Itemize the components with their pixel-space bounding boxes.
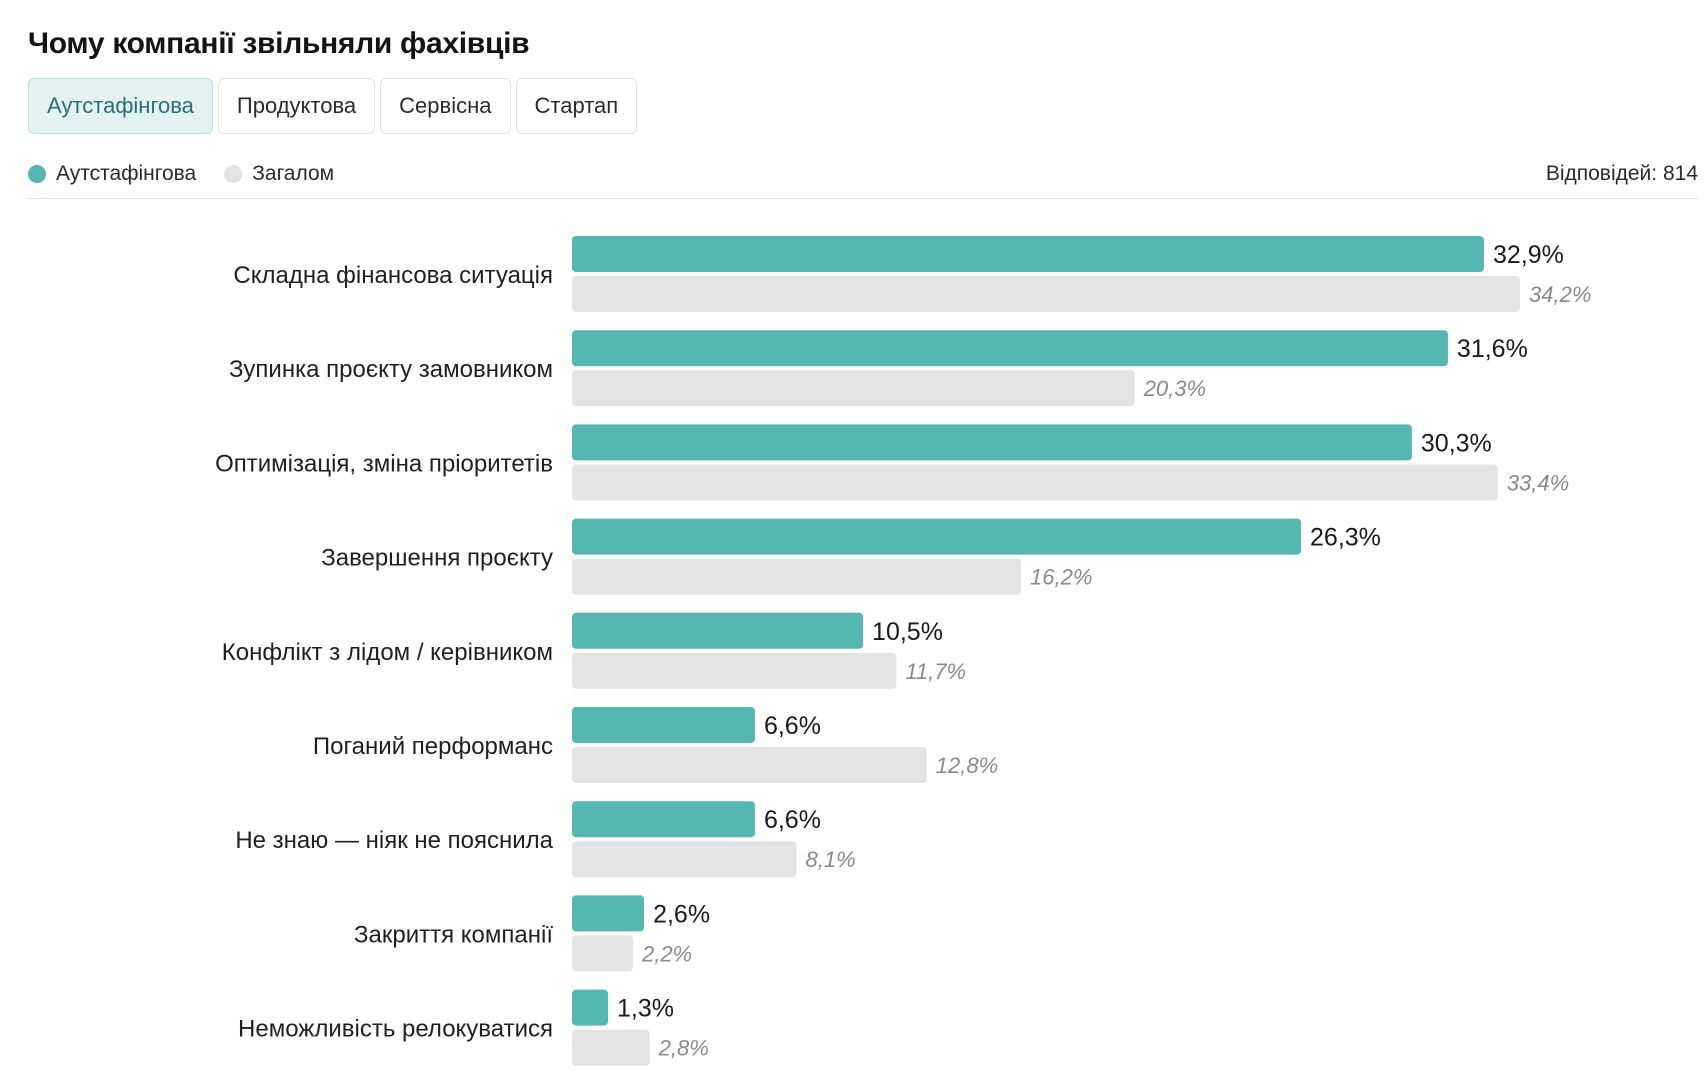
value-label-secondary: 2,8%: [658, 1036, 709, 1061]
bar-primary: [572, 707, 755, 743]
value-label-secondary: 11,7%: [905, 659, 966, 684]
value-label-primary: 2,6%: [653, 900, 710, 928]
category-label: Складна фінансова ситуація: [233, 262, 553, 289]
chart-legend: Аутстафінгова Загалом: [28, 160, 362, 188]
value-label-primary: 6,6%: [764, 712, 821, 740]
bar-secondary: [572, 935, 633, 972]
company-type-tabs: Аутстафінгова Продуктова Сервісна Старта…: [28, 78, 638, 134]
bar-secondary: [572, 464, 1498, 501]
legend-label-primary: Аутстафінгова: [56, 162, 197, 185]
bar-primary: [572, 518, 1302, 555]
category-label: Завершення проєкту: [321, 545, 553, 572]
value-label-primary: 6,6%: [764, 806, 821, 834]
bar-primary: [572, 330, 1448, 367]
value-label-primary: 26,3%: [1310, 524, 1381, 552]
bar-secondary: [572, 276, 1520, 312]
value-label-secondary: 8,1%: [806, 847, 856, 872]
bar-primary: [572, 236, 1484, 272]
value-label-secondary: 33,4%: [1507, 470, 1569, 495]
category-label: Неможливість релокуватися: [238, 1016, 553, 1043]
header-divider: [28, 198, 1698, 199]
bar-primary: [572, 424, 1412, 461]
bar-primary: [572, 801, 755, 838]
category-label: Оптимізація, зміна пріоритетів: [215, 450, 553, 477]
value-label-secondary: 20,3%: [1143, 376, 1206, 401]
value-label-primary: 1,3%: [617, 995, 674, 1023]
bar-secondary: [572, 370, 1135, 407]
bar-secondary: [572, 841, 797, 878]
responses-count: Відповідей: 814: [1545, 162, 1698, 185]
legend-dot-secondary: [224, 165, 243, 183]
legend-item-secondary: Загалом: [224, 162, 334, 186]
category-label: Зупинка проєкту замовником: [229, 356, 553, 383]
tab-service[interactable]: Сервісна: [380, 78, 511, 134]
bar-primary: [572, 989, 609, 1026]
legend-item-primary: Аутстафінгова: [28, 162, 196, 186]
value-label-secondary: 34,2%: [1529, 282, 1591, 307]
bar-secondary: [572, 747, 927, 783]
legend-label-secondary: Загалом: [252, 162, 335, 185]
chart-title: Чому компанії звільняли фахівців: [28, 27, 530, 60]
tab-outstaffing[interactable]: Аутстафінгова: [28, 78, 213, 134]
category-label: Конфлікт з лідом / керівником: [222, 639, 553, 666]
bar-primary: [572, 612, 864, 649]
tab-startup[interactable]: Стартап: [515, 78, 638, 134]
value-label-secondary: 12,8%: [936, 753, 998, 778]
bar-primary: [572, 895, 645, 932]
bar-secondary: [572, 558, 1022, 595]
category-label: Закриття компанії: [354, 921, 553, 948]
legend-dot-primary: [28, 165, 46, 183]
category-label: Поганий перформанс: [313, 733, 553, 760]
value-label-primary: 10,5%: [872, 618, 943, 646]
bar-secondary: [572, 1029, 650, 1066]
value-label-primary: 32,9%: [1493, 241, 1564, 269]
value-label-secondary: 16,2%: [1030, 565, 1092, 590]
bar-secondary: [572, 652, 897, 689]
tab-product[interactable]: Продуктова: [217, 78, 376, 134]
category-label: Не знаю — ніяк не пояснила: [235, 827, 553, 854]
value-label-primary: 31,6%: [1457, 335, 1528, 363]
value-label-secondary: 2,2%: [641, 941, 692, 966]
value-label-primary: 30,3%: [1421, 429, 1492, 457]
